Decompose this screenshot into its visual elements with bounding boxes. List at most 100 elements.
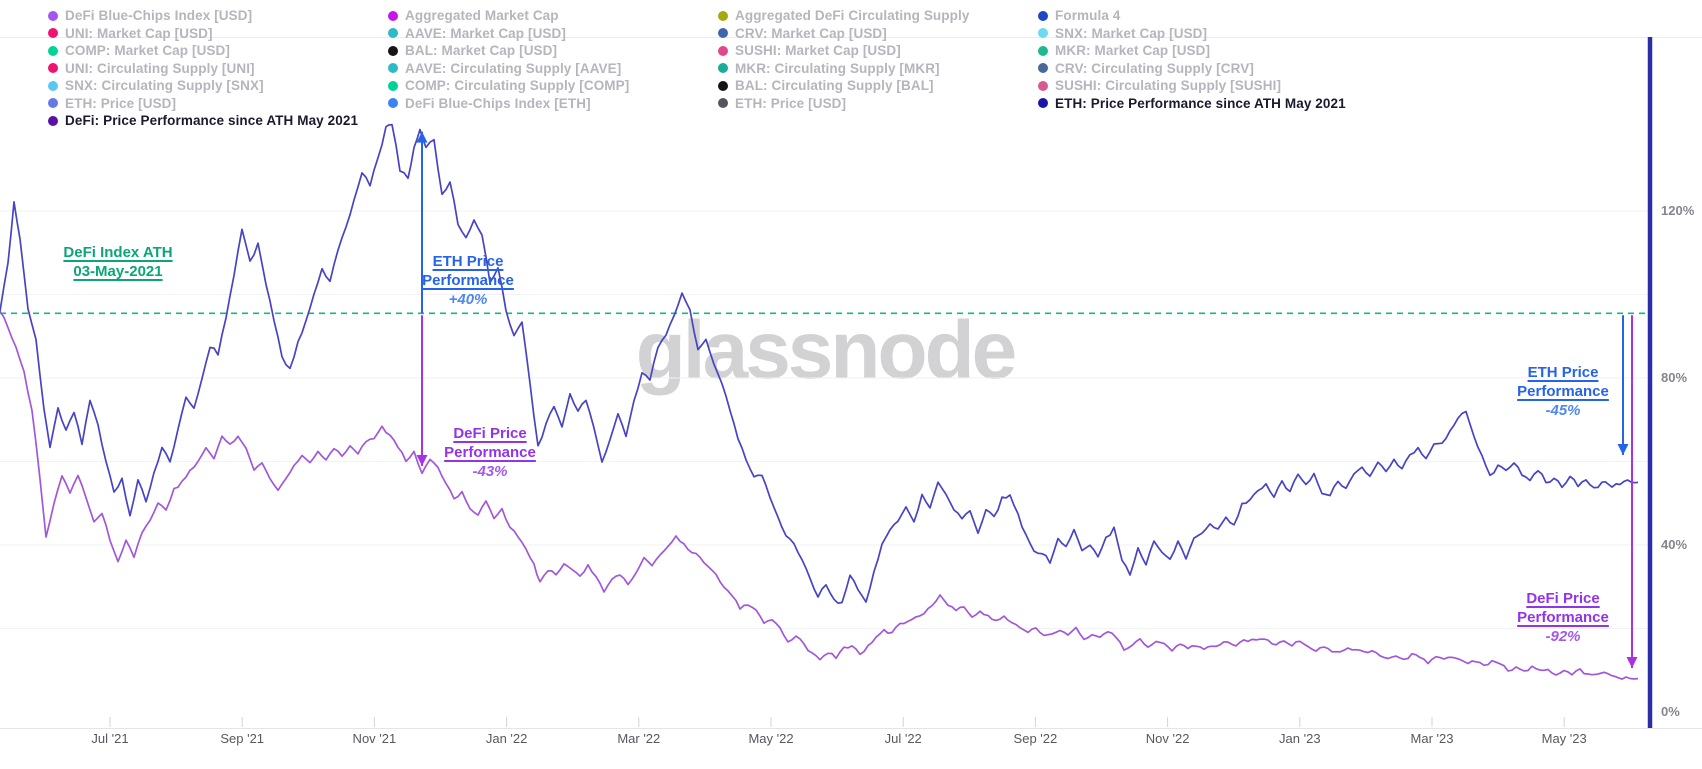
legend-item-label: ETH: Price [USD] <box>735 95 847 111</box>
eth-current-value: -45% <box>1545 402 1581 419</box>
legend-column-1: DeFi Blue-Chips Index [USD] UNI: Market C… <box>48 7 358 130</box>
series-color-dot <box>388 45 398 56</box>
series-color-dot <box>388 63 398 74</box>
eth-current-line1: ETH Price <box>1527 364 1599 381</box>
series-color-dot <box>48 28 58 39</box>
legend-item[interactable]: ETH: Price [USD] <box>718 95 969 113</box>
legend-item-label: DeFi Blue-Chips Index [USD] <box>65 8 253 24</box>
series-color-dot <box>1038 63 1048 74</box>
eth-nov21-arrow-head <box>416 131 428 143</box>
legend-item[interactable]: MKR: Market Cap [USD] <box>1038 42 1346 60</box>
glassnode-watermark: glassnode <box>635 305 1018 396</box>
legend-column-3: Aggregated DeFi Circulating Supply CRV: M… <box>718 7 969 112</box>
eth-nov21-line2: Performance <box>422 272 514 289</box>
legend-item-label: DeFi: Price Performance since ATH May 20… <box>65 113 359 129</box>
defi-nov21-value: -43% <box>472 463 508 480</box>
legend-item[interactable]: SNX: Market Cap [USD] <box>1038 25 1346 43</box>
defi-current-line1: DeFi Price <box>1526 590 1600 607</box>
y-axis-tick-label: 80% <box>1661 370 1688 385</box>
legend-item[interactable]: CRV: Circulating Supply [CRV] <box>1038 60 1346 78</box>
series-color-dot <box>1038 45 1048 56</box>
legend-item[interactable]: COMP: Circulating Supply [COMP] <box>388 77 629 95</box>
legend-item[interactable]: MKR: Circulating Supply [MKR] <box>718 60 969 78</box>
legend-item[interactable]: SNX: Circulating Supply [SNX] <box>48 77 358 95</box>
legend-item-label: COMP: Market Cap [USD] <box>65 43 230 59</box>
eth-current-annotation: ETH Price Performance -45% <box>1487 363 1639 420</box>
legend-item-label: SUSHI: Circulating Supply [SUSHI] <box>1055 78 1282 94</box>
legend-item[interactable]: AAVE: Market Cap [USD] <box>388 25 629 43</box>
legend-divider-line <box>0 37 1702 38</box>
series-color-dot <box>388 28 398 39</box>
legend-column-4: Formula 4 SNX: Market Cap [USD] MKR: Marke… <box>1038 7 1346 112</box>
legend-item[interactable]: CRV: Market Cap [USD] <box>718 25 969 43</box>
x-axis-tick-label: Nov '21 <box>352 731 397 746</box>
x-axis-tick-label: Jul '21 <box>91 731 129 746</box>
legend-item-label: CRV: Market Cap [USD] <box>735 25 887 41</box>
legend-item[interactable]: DeFi: Price Performance since ATH May 20… <box>48 112 358 130</box>
legend-item-label: AAVE: Market Cap [USD] <box>405 25 566 41</box>
x-axis-tick-label: Jan '22 <box>485 731 528 746</box>
legend-item[interactable]: AAVE: Circulating Supply [AAVE] <box>388 60 629 78</box>
series-color-dot <box>718 63 728 74</box>
legend-item[interactable]: BAL: Circulating Supply [BAL] <box>718 77 969 95</box>
ath-annotation: DeFi Index ATH 03-May-2021 <box>42 243 194 281</box>
x-axis-tick-label: May '23 <box>1541 731 1587 746</box>
series-color-dot <box>388 98 398 109</box>
defi-current-line2: Performance <box>1517 609 1609 626</box>
x-axis-tick-label: Jan '23 <box>1279 731 1321 746</box>
legend-item-label: CRV: Circulating Supply [CRV] <box>1055 60 1254 76</box>
defi-nov21-arrow-head <box>416 455 428 466</box>
legend-item[interactable]: BAL: Market Cap [USD] <box>388 42 629 60</box>
defi-nov21-annotation: DeFi Price Performance -43% <box>414 424 566 481</box>
series-color-dot <box>388 10 398 21</box>
x-axis-baseline <box>0 728 1702 729</box>
legend-item[interactable]: ETH: Price Performance since ATH May 202… <box>1038 95 1346 113</box>
legend-item[interactable]: Aggregated Market Cap <box>388 7 629 25</box>
legend-item-label: Formula 4 <box>1055 8 1121 24</box>
legend-item[interactable]: UNI: Circulating Supply [UNI] <box>48 60 358 78</box>
legend-item[interactable]: Aggregated DeFi Circulating Supply <box>718 7 969 25</box>
eth-performance-line <box>0 123 1639 605</box>
legend-item[interactable]: DeFi Blue-Chips Index [USD] <box>48 7 358 25</box>
x-axis-tick-label: Mar '22 <box>617 731 661 746</box>
defi-nov21-line1: DeFi Price <box>453 425 527 442</box>
eth-nov21-line1: ETH Price <box>432 253 504 270</box>
legend-item-label: Aggregated DeFi Circulating Supply <box>735 8 970 24</box>
y-axis-tick-label: 120% <box>1661 203 1695 218</box>
series-color-dot <box>48 45 58 56</box>
x-axis-tick-label: Mar '23 <box>1410 731 1454 746</box>
legend-item[interactable]: Formula 4 <box>1038 7 1346 25</box>
legend-item[interactable]: SUSHI: Market Cap [USD] <box>718 42 969 60</box>
defi-current-value: -92% <box>1545 628 1581 645</box>
legend-item-label: Aggregated Market Cap <box>405 8 559 24</box>
series-color-dot <box>48 115 58 126</box>
x-axis-tick-label: Sep '21 <box>220 731 265 746</box>
legend-item[interactable]: SUSHI: Circulating Supply [SUSHI] <box>1038 77 1346 95</box>
defi-performance-line <box>0 310 1639 680</box>
legend-item[interactable]: DeFi Blue-Chips Index [ETH] <box>388 95 629 113</box>
legend-item-label: UNI: Market Cap [USD] <box>65 25 213 41</box>
eth-nov21-value: +40% <box>448 291 488 308</box>
defi-current-annotation: DeFi Price Performance -92% <box>1487 589 1639 646</box>
x-axis-tick-label: May '22 <box>748 731 794 746</box>
x-axis-tick-label: Nov '22 <box>1145 731 1190 746</box>
legend-item[interactable]: COMP: Market Cap [USD] <box>48 42 358 60</box>
series-color-dot <box>48 10 58 21</box>
series-color-dot <box>1038 80 1048 91</box>
series-color-dot <box>388 80 398 91</box>
series-color-dot <box>718 98 728 109</box>
eth-nov21-annotation: ETH Price Performance +40% <box>392 252 544 309</box>
series-color-dot <box>718 10 728 21</box>
series-color-dot <box>718 80 728 91</box>
y-axis-tick-label: 0% <box>1661 704 1680 719</box>
ath-annotation-line1: DeFi Index ATH <box>63 244 173 261</box>
legend-item[interactable]: UNI: Market Cap [USD] <box>48 25 358 43</box>
legend-item[interactable]: ETH: Price [USD] <box>48 95 358 113</box>
legend-item-label: BAL: Market Cap [USD] <box>405 43 558 59</box>
series-color-dot <box>1038 10 1048 21</box>
legend-item-label: SNX: Circulating Supply [SNX] <box>65 78 264 94</box>
series-color-dot <box>718 28 728 39</box>
series-color-dot <box>1038 98 1048 109</box>
